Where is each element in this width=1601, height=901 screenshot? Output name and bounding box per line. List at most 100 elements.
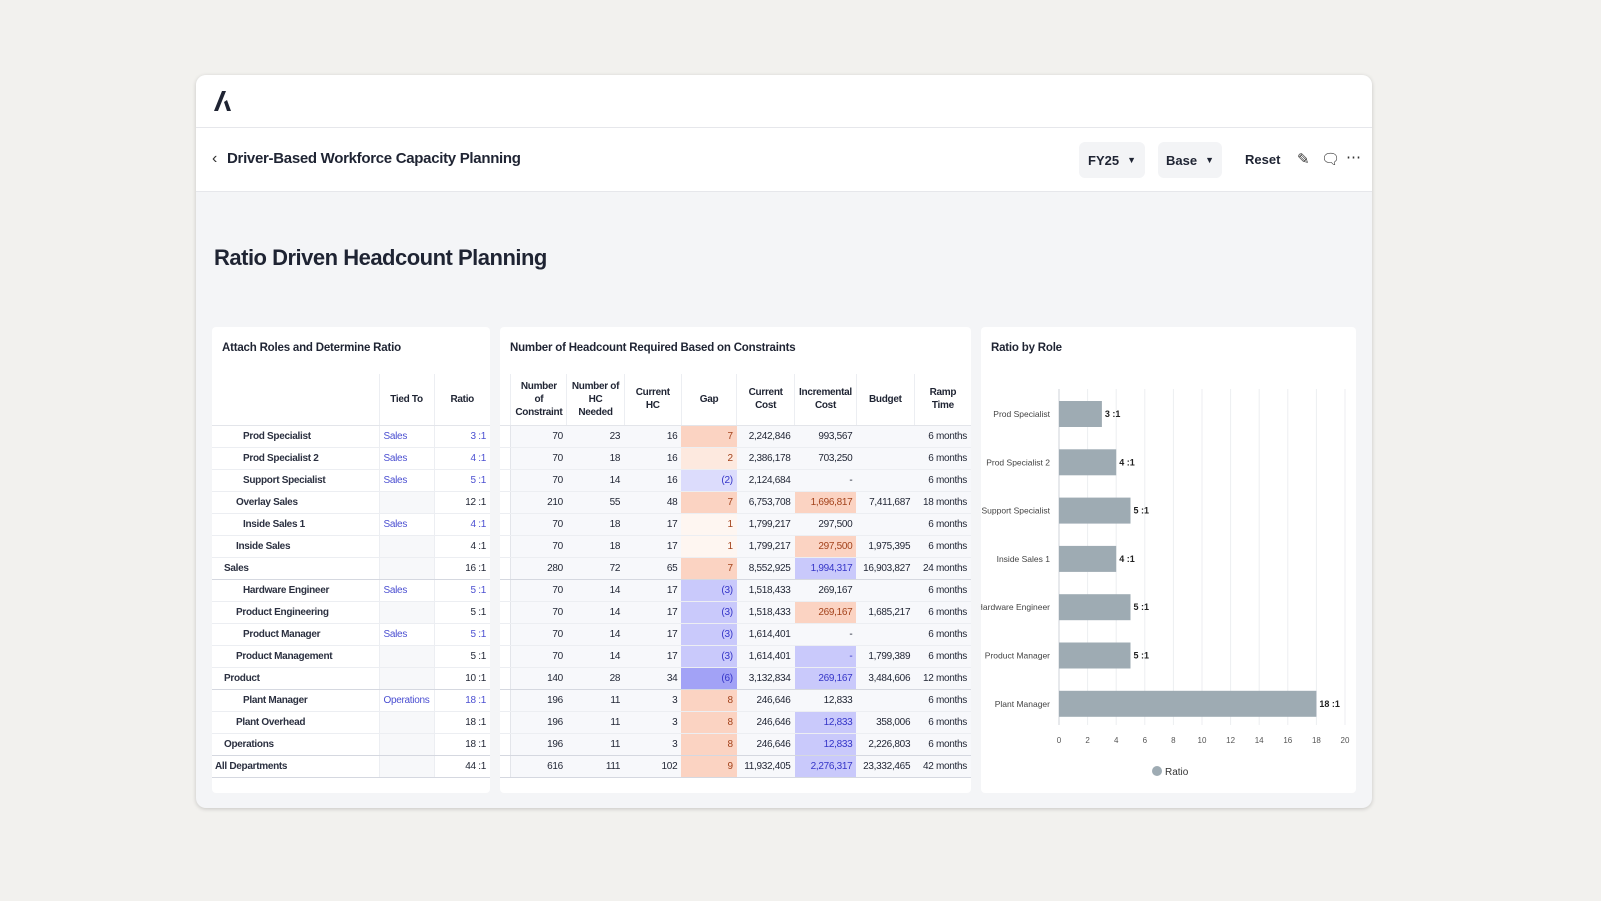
current-hc-cell[interactable]: 17 [624,579,682,602]
tied-to-cell[interactable]: Sales [378,513,434,536]
budget-cell[interactable] [856,579,915,602]
current-hc-cell[interactable]: 65 [624,557,682,580]
current-cost-cell[interactable]: 1,518,433 [736,601,795,624]
ramp-time-cell[interactable]: 6 months [914,711,971,734]
table-row[interactable]: 70 23 16 7 2,242,846 993,567 6 months [500,425,971,448]
hc-needed-cell[interactable]: 23 [566,425,625,448]
more-options-icon[interactable]: ⋯ [1346,149,1361,166]
table-row[interactable]: 616 111 102 9 11,932,405 2,276,317 23,332,465 4… [500,755,971,778]
table-row[interactable]: Operations 18 :1 [212,733,490,756]
ratio-cell[interactable]: 18 :1 [433,689,490,712]
gap-cell[interactable]: 7 [681,425,737,448]
gap-cell[interactable]: 8 [681,733,737,756]
current-hc-cell[interactable]: 17 [624,623,682,646]
reset-button[interactable]: Reset [1245,152,1281,167]
table-row[interactable]: Product 10 :1 [212,667,490,690]
table-row[interactable]: 70 14 17 (3) 1,614,401-1,799,389 6 months [500,645,971,668]
app-logo-icon[interactable] [213,90,233,112]
incremental-cost-cell[interactable]: 269,167 [794,667,857,690]
table-row[interactable]: Support Specialist Sales 5 :1 [212,469,490,492]
incremental-cost-cell[interactable]: 993,567 [794,425,857,448]
current-cost-cell[interactable]: 2,124,684 [736,469,795,492]
incremental-cost-cell[interactable]: 297,500 [794,513,857,536]
ramp-time-cell[interactable]: 12 months [914,667,971,690]
table-row[interactable]: Plant Overhead 18 :1 [212,711,490,734]
budget-cell[interactable] [856,689,915,712]
hc-needed-cell[interactable]: 14 [566,469,625,492]
incremental-cost-cell[interactable]: - [794,623,857,646]
hc-needed-cell[interactable]: 72 [566,557,625,580]
incremental-cost-cell[interactable]: 1,696,817 [794,491,857,514]
budget-cell[interactable] [856,425,915,448]
current-cost-cell[interactable]: 246,646 [736,689,795,712]
incremental-cost-cell[interactable]: 269,167 [794,579,857,602]
constraint-cell[interactable]: 70 [510,469,567,492]
budget-cell[interactable] [856,623,915,646]
table-row[interactable]: Overlay Sales 12 :1 [212,491,490,514]
table-row[interactable]: 70 14 17 (3) 1,518,433 269,167 6 months [500,579,971,602]
hc-needed-cell[interactable]: 28 [566,667,625,690]
constraint-cell[interactable]: 70 [510,623,567,646]
gap-cell[interactable]: (3) [681,601,737,624]
gap-cell[interactable]: (3) [681,579,737,602]
incremental-cost-cell[interactable]: 269,167 [794,601,857,624]
table-row[interactable]: Sales 16 :1 [212,557,490,580]
current-cost-cell[interactable]: 1,799,217 [736,535,795,558]
table-row[interactable]: 70 18 17 1 1,799,217 297,500 6 months [500,513,971,536]
table-row[interactable]: 70 14 16 (2) 2,124,684- 6 months [500,469,971,492]
hc-needed-cell[interactable]: 11 [566,733,625,756]
current-hc-cell[interactable]: 3 [624,711,682,734]
tied-to-cell[interactable]: Sales [378,623,434,646]
scenario-dropdown[interactable]: Base ▼ [1158,142,1222,178]
budget-cell[interactable] [856,447,915,470]
hc-needed-cell[interactable]: 14 [566,645,625,668]
gap-cell[interactable]: 9 [681,755,737,778]
budget-cell[interactable]: 2,226,803 [856,733,915,756]
gap-cell[interactable]: 8 [681,689,737,712]
table-row[interactable]: Product Engineering 5 :1 [212,601,490,624]
tied-to-cell[interactable]: Sales [378,469,434,492]
ratio-cell[interactable]: 4 :1 [433,447,490,470]
constraint-cell[interactable]: 70 [510,579,567,602]
current-cost-cell[interactable]: 2,386,178 [736,447,795,470]
incremental-cost-cell[interactable]: - [794,645,857,668]
constraint-cell[interactable]: 196 [510,711,567,734]
current-cost-cell[interactable]: 1,614,401 [736,623,795,646]
hc-needed-cell[interactable]: 11 [566,711,625,734]
current-cost-cell[interactable]: 6,753,708 [736,491,795,514]
table-row[interactable]: 280 72 65 7 8,552,925 1,994,317 16,903,827 24 m… [500,557,971,580]
budget-cell[interactable]: 7,411,687 [856,491,915,514]
constraint-cell[interactable]: 140 [510,667,567,690]
table-row[interactable]: 70 14 17 (3) 1,518,433 269,167 1,685,217 6 mont… [500,601,971,624]
tied-to-cell[interactable]: Sales [378,425,434,448]
constraint-cell[interactable]: 616 [510,755,567,778]
current-hc-cell[interactable]: 34 [624,667,682,690]
table-row[interactable]: 210 55 48 7 6,753,708 1,696,817 7,411,687 18 mo… [500,491,971,514]
budget-cell[interactable] [856,469,915,492]
tied-to-cell[interactable]: Sales [378,579,434,602]
gap-cell[interactable]: 2 [681,447,737,470]
pencil-icon[interactable]: ✎ [1297,151,1310,168]
gap-cell[interactable]: (2) [681,469,737,492]
ratio-cell[interactable]: 5 :1 [433,579,490,602]
table-row[interactable]: Product Management 5 :1 [212,645,490,668]
ramp-time-cell[interactable]: 6 months [914,469,971,492]
ratio-cell[interactable]: 3 :1 [433,425,490,448]
constraint-cell[interactable]: 210 [510,491,567,514]
ramp-time-cell[interactable]: 6 months [914,447,971,470]
constraint-cell[interactable]: 196 [510,733,567,756]
budget-cell[interactable]: 16,903,827 [856,557,915,580]
incremental-cost-cell[interactable]: 297,500 [794,535,857,558]
gap-cell[interactable]: 1 [681,535,737,558]
budget-cell[interactable]: 1,799,389 [856,645,915,668]
table-row[interactable]: 196 11 3 8 246,646 12,833 358,006 6 months [500,711,971,734]
current-hc-cell[interactable]: 48 [624,491,682,514]
ramp-time-cell[interactable]: 6 months [914,623,971,646]
current-hc-cell[interactable]: 102 [624,755,682,778]
tied-to-cell[interactable]: Sales [378,447,434,470]
hc-needed-cell[interactable]: 55 [566,491,625,514]
hc-needed-cell[interactable]: 111 [566,755,625,778]
current-hc-cell[interactable]: 17 [624,535,682,558]
constraint-cell[interactable]: 196 [510,689,567,712]
gap-cell[interactable]: (6) [681,667,737,690]
